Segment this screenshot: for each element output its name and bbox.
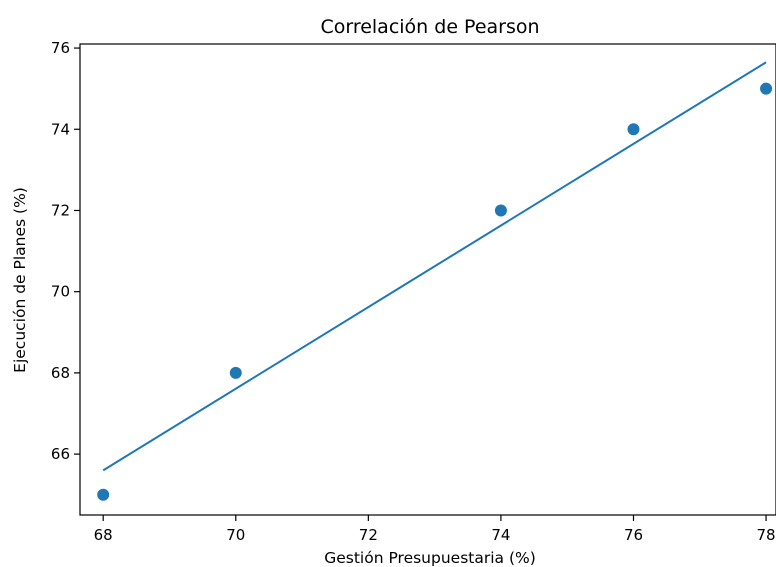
y-axis-title: Ejecución de Planes (%) [11,187,29,373]
series-layer [97,61,773,501]
y-tick-label: 70 [51,283,70,301]
x-tick-label: 74 [491,526,510,544]
x-tick-label: 72 [359,526,378,544]
chart-title: Correlación de Pearson [320,16,539,38]
y-tick-label: 66 [51,445,70,463]
x-tick-label: 70 [226,526,245,544]
scatter-point [494,204,507,217]
y-tick-label: 72 [51,201,70,219]
y-tick-label: 68 [51,364,70,382]
scatter-point [97,488,110,501]
y-tick-label: 74 [51,120,70,138]
scatter-point [627,123,640,136]
x-tick-label: 68 [94,526,113,544]
plot-area [79,43,776,516]
y-tick-label: 76 [51,39,70,57]
x-axis-ticks: 68 70 72 74 76 78 [94,515,776,544]
plot-frame [79,43,776,516]
scatter-point [760,82,773,95]
y-axis-ticks: 66 68 70 72 74 76 [51,39,80,463]
regression-line [102,61,767,472]
scatter-point [229,366,242,379]
x-tick-label: 76 [624,526,643,544]
x-axis-title: Gestión Presupuestaria (%) [324,549,536,567]
x-tick-label: 78 [757,526,776,544]
